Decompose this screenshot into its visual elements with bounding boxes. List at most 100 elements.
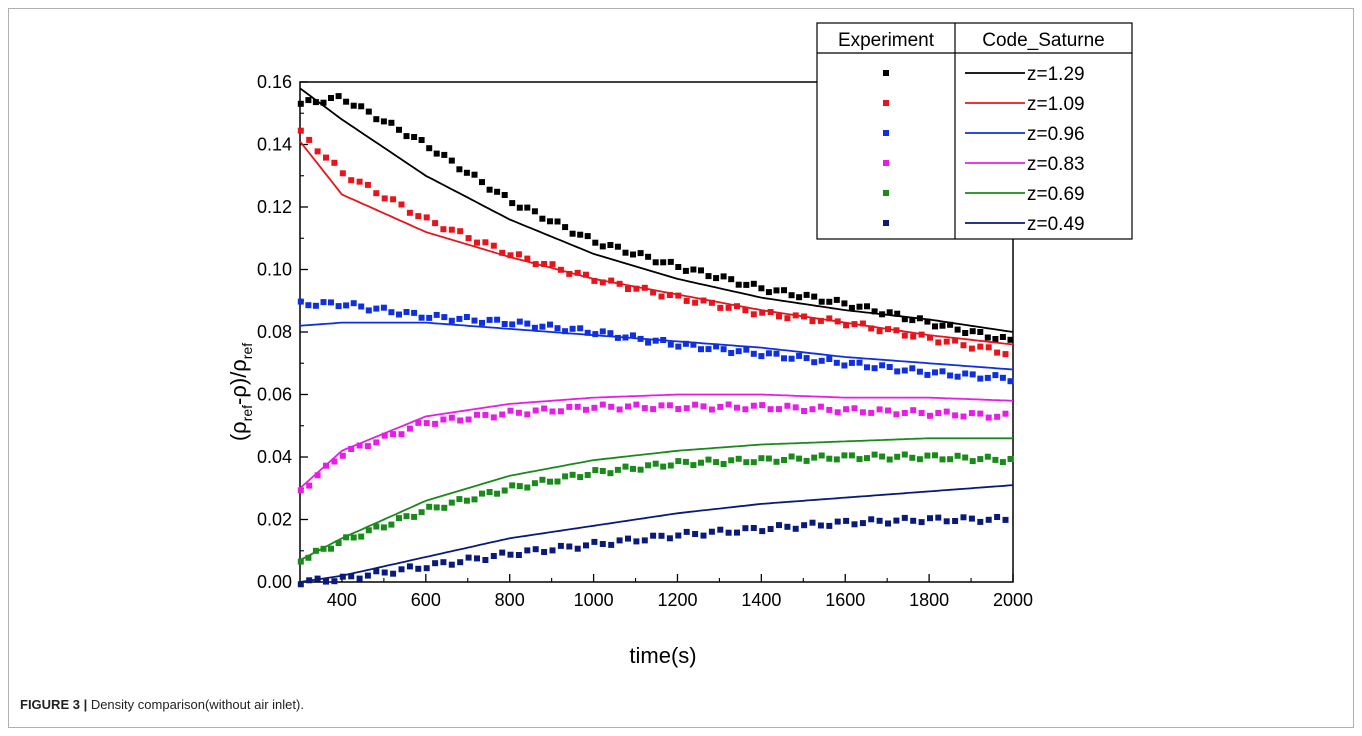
experiment-marker: [418, 314, 425, 321]
experiment-marker: [463, 169, 470, 176]
experiment-marker: [305, 302, 312, 309]
experiment-marker: [441, 314, 448, 321]
experiment-marker: [666, 535, 673, 542]
experiment-marker: [927, 515, 933, 522]
simulation-line: [299, 484, 1014, 583]
experiment-marker: [474, 411, 480, 418]
experiment-marker: [306, 577, 313, 584]
experiment-marker: [335, 303, 342, 310]
experiment-marker: [750, 525, 757, 531]
experiment-marker: [969, 328, 976, 335]
experiment-marker: [515, 552, 522, 558]
experiment-marker: [705, 456, 712, 463]
experiment-marker: [566, 403, 573, 410]
experiment-marker: [373, 190, 380, 197]
experiment-marker: [501, 192, 508, 198]
experiment-marker: [720, 461, 727, 467]
experiment-marker: [856, 303, 863, 310]
experiment-marker: [894, 453, 901, 460]
experiment-marker: [557, 266, 564, 273]
experiment-marker: [562, 224, 569, 231]
x-tick-label: 400: [327, 590, 357, 610]
experiment-marker: [985, 344, 992, 351]
experiment-marker: [708, 528, 715, 535]
experiment-marker: [803, 457, 810, 464]
experiment-marker: [735, 281, 742, 288]
experiment-marker: [406, 425, 413, 432]
experiment-marker: [781, 355, 787, 362]
experiment-marker: [765, 350, 772, 357]
experiment-marker: [864, 303, 870, 310]
experiment-marker: [932, 323, 938, 330]
experiment-marker: [773, 458, 780, 465]
experiment-marker: [539, 323, 546, 330]
legend-box: [816, 22, 1133, 240]
experiment-marker: [792, 404, 799, 411]
experiment-marker: [658, 532, 665, 539]
experiment-marker: [645, 253, 652, 260]
experiment-marker: [479, 319, 485, 326]
experiment-marker: [876, 517, 883, 524]
experiment-marker: [927, 412, 933, 419]
experiment-marker: [977, 375, 984, 382]
experiment-marker: [843, 322, 850, 329]
experiment-marker: [486, 316, 493, 323]
experiment-marker: [463, 497, 470, 504]
experiment-marker: [843, 406, 850, 413]
experiment-marker: [569, 325, 576, 332]
experiment-marker: [388, 119, 395, 126]
experiment-marker: [708, 299, 715, 306]
experiment-marker: [868, 516, 875, 523]
experiment-marker: [541, 549, 548, 555]
experiment-marker: [817, 522, 824, 529]
experiment-marker: [305, 97, 312, 104]
experiment-marker: [365, 307, 372, 314]
experiment-marker: [871, 451, 878, 458]
experiment-marker: [901, 514, 908, 521]
experiment-marker: [314, 148, 321, 155]
experiment-marker: [952, 412, 959, 419]
experiment-marker: [482, 411, 489, 418]
experiment-marker: [841, 452, 848, 459]
experiment-marker: [335, 540, 342, 546]
experiment-marker: [767, 406, 774, 413]
experiment-marker: [924, 452, 931, 459]
experiment-marker: [743, 346, 750, 353]
experiment-marker: [515, 409, 522, 416]
experiment-marker: [717, 304, 724, 311]
experiment-marker: [660, 259, 667, 266]
experiment-marker: [607, 330, 614, 337]
experiment-marker: [373, 523, 380, 530]
experiment-marker: [423, 214, 430, 221]
y-tick-label: 0.08: [257, 322, 292, 342]
experiment-marker: [599, 279, 606, 286]
experiment-marker: [666, 402, 673, 409]
experiment-marker: [524, 547, 531, 554]
experiment-marker: [1002, 410, 1009, 417]
experiment-marker: [622, 463, 629, 470]
experiment-marker: [356, 575, 363, 582]
experiment-marker: [539, 476, 546, 483]
experiment-marker: [968, 410, 975, 417]
experiment-marker: [851, 321, 858, 328]
experiment-marker: [373, 568, 380, 575]
experiment-marker: [916, 368, 923, 375]
experiment-marker: [577, 231, 584, 238]
experiment-marker: [848, 359, 855, 366]
experiment-marker: [637, 250, 644, 257]
experiment-marker: [403, 133, 410, 140]
experiment-marker: [641, 537, 648, 544]
experiment-marker: [871, 308, 878, 315]
experiment-marker: [566, 543, 573, 550]
experiment-marker: [448, 226, 455, 233]
experiment-marker: [960, 342, 967, 349]
experiment-marker: [792, 312, 799, 319]
experiment-marker: [834, 318, 841, 325]
experiment-marker: [441, 504, 448, 511]
experiment-marker: [742, 406, 749, 413]
experiment-marker: [591, 277, 598, 284]
experiment-marker: [499, 411, 506, 418]
experiment-marker: [698, 267, 704, 274]
experiment-marker: [557, 408, 564, 415]
legend-marker: [883, 190, 889, 196]
